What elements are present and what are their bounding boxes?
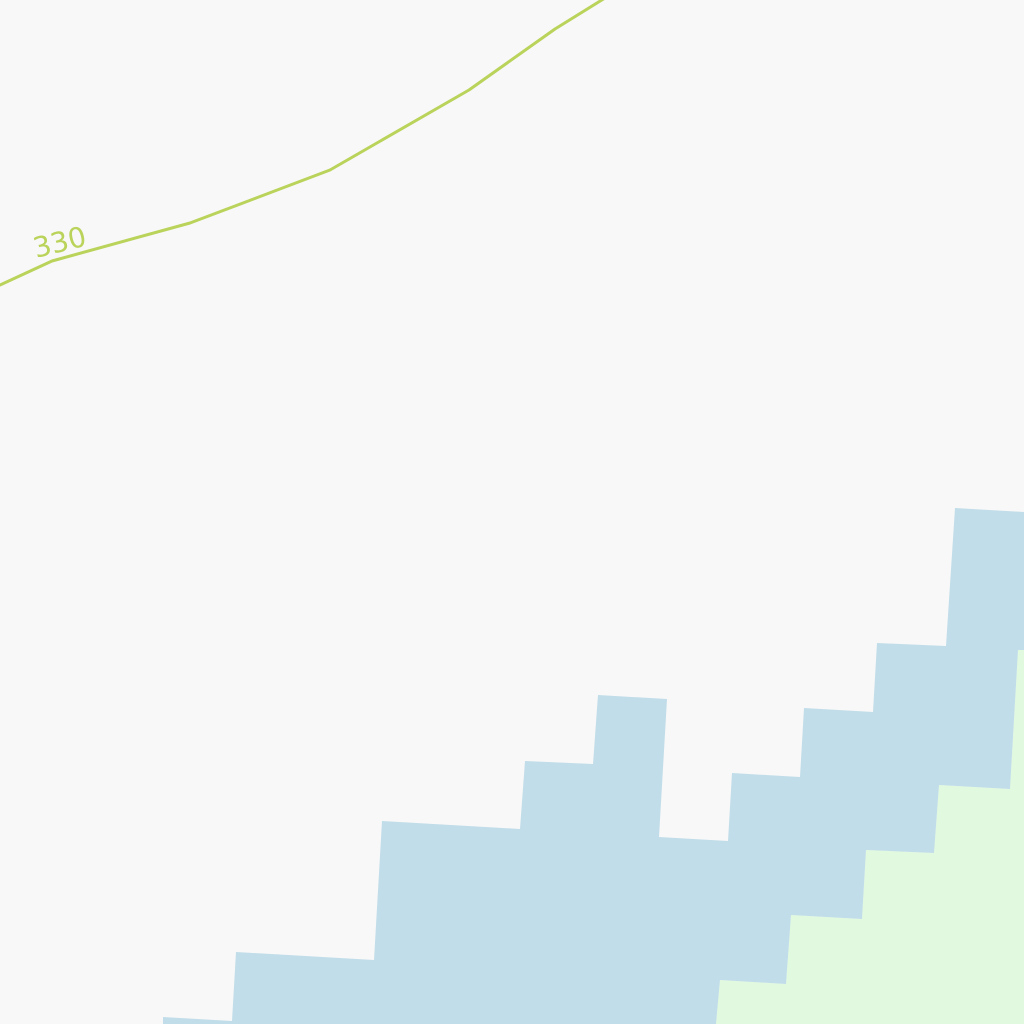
contour-line bbox=[0, 0, 605, 287]
vegetation-area bbox=[716, 650, 1024, 1024]
water-body bbox=[163, 508, 1024, 1024]
